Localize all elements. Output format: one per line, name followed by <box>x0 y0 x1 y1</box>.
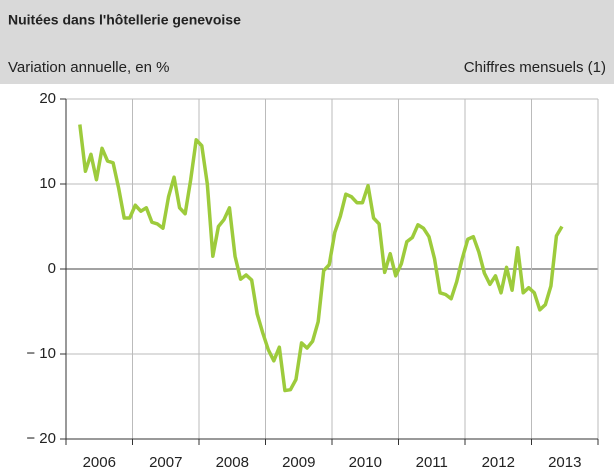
header-band <box>0 0 614 84</box>
y-tick-label: 10 <box>39 175 56 192</box>
y-tick-label: − 20 <box>26 430 56 447</box>
x-tick-label: 2012 <box>482 454 515 471</box>
chart-title: Nuitées dans l'hôtellerie genevoise <box>8 12 241 28</box>
subtitle: Variation annuelle, en % <box>8 59 170 76</box>
x-tick-label: 2011 <box>416 454 448 471</box>
x-tick-label: 2010 <box>349 454 382 471</box>
y-tick-label: 0 <box>48 260 56 277</box>
x-tick-label: 2013 <box>548 454 581 471</box>
x-tick-label: 2008 <box>216 454 249 471</box>
y-tick-label: 20 <box>39 90 56 107</box>
x-tick-label: 2007 <box>149 454 182 471</box>
x-tick-label: 2006 <box>83 454 116 471</box>
y-tick-label: − 10 <box>26 345 56 362</box>
note: Chiffres mensuels (1) <box>464 59 606 76</box>
data-line <box>78 124 564 393</box>
x-tick-label: 2009 <box>282 454 315 471</box>
